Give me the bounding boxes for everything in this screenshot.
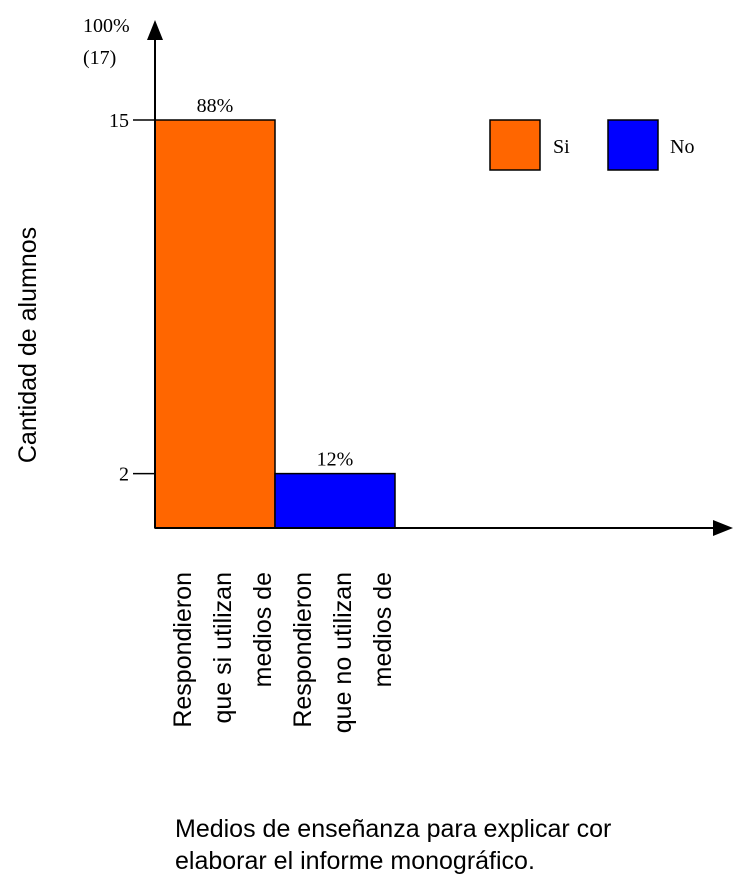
category-label-2-line-3: medios de: [369, 572, 397, 687]
category-label-1-line-2: que si utilizan: [209, 572, 237, 723]
bar-no: [274, 472, 396, 529]
bars-layer: [154, 119, 396, 529]
legend-swatch-no: [607, 119, 659, 171]
y-tick-label-15: 15: [109, 110, 129, 132]
legend-label-no: No: [670, 136, 694, 158]
category-label-1-line-1: Respondieron: [169, 572, 197, 728]
x-axis-arrowhead: [713, 520, 733, 536]
category-label-2-line-1: Respondieron: [289, 572, 317, 728]
x-axis-title-line-1: Medios de enseñanza para explicar cor: [175, 815, 611, 843]
legend-swatch-si: [489, 119, 541, 171]
category-labels-layer: Respondieron que si utilizan medios de Resp…: [169, 572, 397, 733]
y-axis-top-percent-label: 100%: [83, 15, 130, 37]
bar-si: [154, 119, 276, 529]
legend-label-si: Si: [553, 136, 570, 158]
y-tick-label-2: 2: [119, 464, 129, 486]
bar-value-label-si: 88%: [197, 95, 234, 117]
value-labels-layer: 88% 12%: [197, 95, 354, 471]
y-axis-title: Cantidad de alumnos: [14, 227, 42, 463]
bar-value-label-no: 12%: [317, 449, 354, 471]
y-axis-arrowhead: [147, 20, 163, 40]
legend: Si No: [489, 119, 694, 171]
category-label-1-line-3: medios de: [249, 572, 277, 687]
category-label-2-line-2: que no utilizan: [329, 572, 357, 733]
x-axis-title-line-2: elaborar el informe monográfico.: [175, 847, 535, 875]
y-ticks-layer: 2 15: [109, 110, 155, 486]
y-axis-top-count-label: (17): [83, 47, 116, 69]
